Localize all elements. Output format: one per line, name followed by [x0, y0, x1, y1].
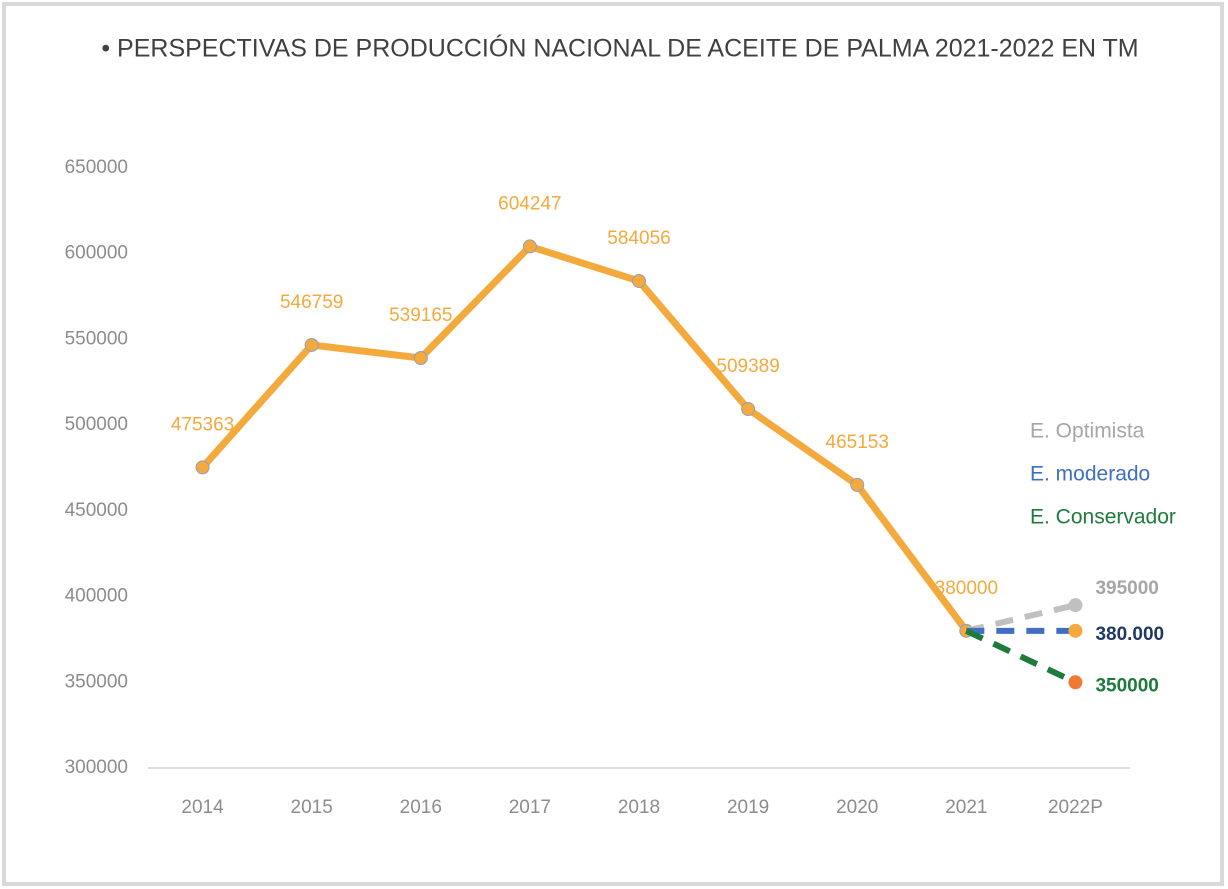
- marker: [413, 351, 428, 366]
- x-tick-label: 2016: [400, 797, 442, 818]
- data-label: 465153: [826, 432, 889, 453]
- y-tick-label: 350000: [65, 671, 128, 692]
- data-label: 380000: [935, 578, 998, 599]
- scenario-line: [965, 602, 1077, 634]
- y-tick-label: 600000: [65, 243, 128, 264]
- data-label: 380.000: [1095, 624, 1164, 645]
- legend-label: E. moderado: [1030, 463, 1150, 486]
- y-tick-label: 500000: [65, 414, 128, 435]
- x-tick-label: 2021: [945, 797, 987, 818]
- data-label: 539165: [389, 305, 452, 326]
- scenario-line: [965, 628, 1077, 685]
- chart-title: • PERSPECTIVAS DE PRODUCCIÓN NACIONAL DE…: [101, 34, 1138, 63]
- x-tick-label: 2019: [727, 797, 769, 818]
- data-label: 584056: [607, 228, 670, 249]
- legend-label: E. Optimista: [1030, 420, 1145, 443]
- marker: [850, 477, 865, 492]
- x-tick-label: 2017: [509, 797, 551, 818]
- y-tick-label: 300000: [65, 757, 128, 778]
- data-label: 395000: [1095, 578, 1158, 599]
- x-tick-label: 2022P: [1048, 797, 1103, 818]
- marker: [195, 460, 210, 475]
- x-tick-label: 2015: [291, 797, 333, 818]
- data-label: 509389: [716, 356, 779, 377]
- x-tick-label: 2018: [618, 797, 660, 818]
- marker: [522, 239, 537, 254]
- legend-label: E. Conservador: [1030, 506, 1176, 529]
- data-label: 350000: [1095, 675, 1158, 696]
- data-label: 475363: [171, 414, 234, 435]
- x-tick-label: 2020: [836, 797, 878, 818]
- y-tick-label: 450000: [65, 500, 128, 521]
- marker: [632, 274, 646, 289]
- y-tick-label: 650000: [65, 157, 128, 178]
- data-label: 546759: [280, 292, 343, 313]
- y-tick-label: 400000: [65, 586, 128, 607]
- marker: [1068, 623, 1083, 638]
- data-label: 604247: [498, 193, 561, 214]
- line: [199, 242, 970, 633]
- marker: [304, 337, 319, 352]
- marker: [1068, 675, 1083, 690]
- marker: [1068, 598, 1083, 613]
- marker: [741, 402, 756, 417]
- y-tick-label: 550000: [65, 328, 128, 349]
- x-tick-label: 2014: [181, 797, 224, 818]
